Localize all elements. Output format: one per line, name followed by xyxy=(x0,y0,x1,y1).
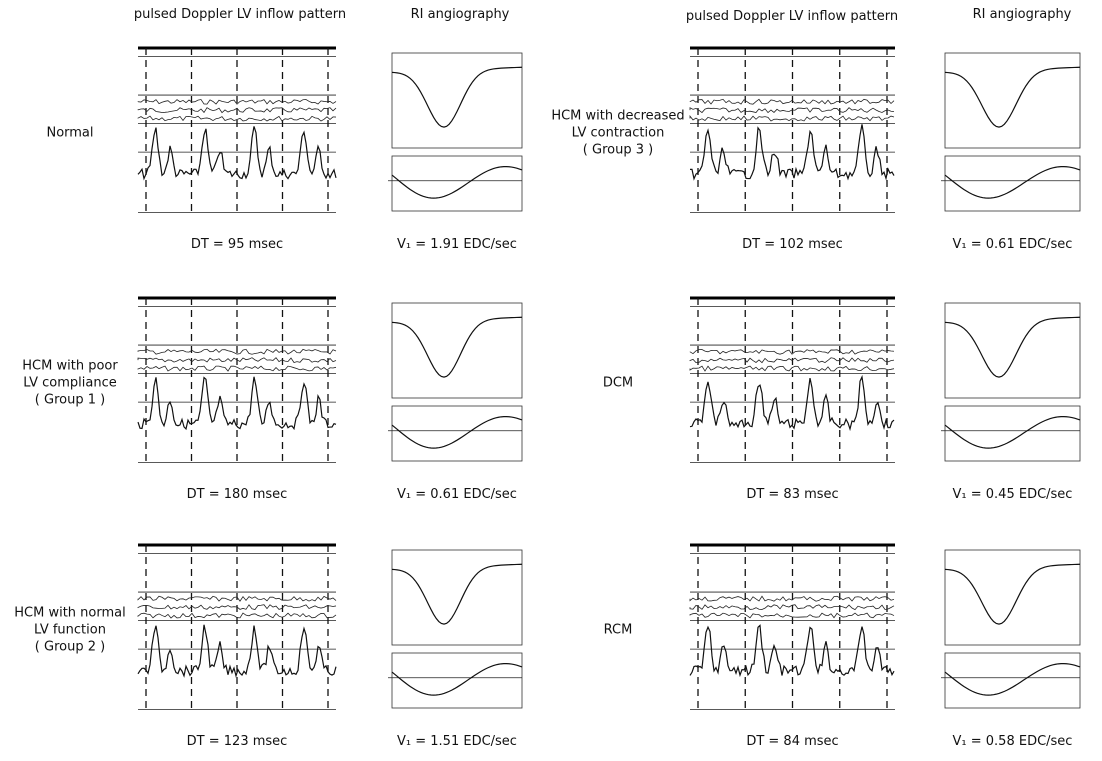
panel-label: LV contraction xyxy=(572,126,665,141)
v1-label: V₁ = 0.61 EDC/sec xyxy=(953,237,1073,252)
column-header: pulsed Doppler LV inflow pattern xyxy=(686,9,898,24)
dt-label: DT = 180 msec xyxy=(187,487,288,502)
volume-curve xyxy=(391,66,523,128)
column-header: pulsed Doppler LV inflow pattern xyxy=(134,7,346,22)
echo-band xyxy=(689,365,895,372)
column-header: RI angiography xyxy=(411,7,510,22)
panel-label: ( Group 2 ) xyxy=(35,640,105,655)
echo-band xyxy=(689,595,895,602)
echo-band xyxy=(689,98,895,105)
rate-curve xyxy=(391,662,523,696)
v1-label: V₁ = 0.45 EDC/sec xyxy=(953,487,1073,502)
volume-plot-frame xyxy=(391,302,523,399)
panel-label: LV compliance xyxy=(23,376,116,391)
echo-band xyxy=(689,114,895,122)
panel-label: Normal xyxy=(46,126,93,141)
rate-plot-frame xyxy=(391,652,523,709)
rate-plot-frame xyxy=(391,405,523,462)
panel-label: HCM with decreased xyxy=(551,109,684,124)
volume-plot-frame xyxy=(391,549,523,646)
echo-band xyxy=(689,604,895,611)
echo-band xyxy=(137,595,337,602)
echo-band xyxy=(689,107,895,114)
panel-label: DCM xyxy=(603,376,633,391)
rate-curve xyxy=(944,165,1081,199)
volume-plot-frame xyxy=(944,52,1081,149)
echo-band xyxy=(137,604,337,610)
volume-curve xyxy=(391,563,523,625)
doppler-waveform xyxy=(689,124,895,181)
echo-band xyxy=(689,612,895,619)
v1-label: V₁ = 0.61 EDC/sec xyxy=(397,487,517,502)
column-header: RI angiography xyxy=(973,7,1072,22)
dt-label: DT = 83 msec xyxy=(746,487,838,502)
volume-curve xyxy=(944,316,1081,378)
volume-plot-frame xyxy=(391,52,523,149)
v1-label: V₁ = 0.58 EDC/sec xyxy=(953,734,1073,749)
doppler-waveform xyxy=(137,624,337,678)
echo-band xyxy=(137,107,337,114)
panel-label: HCM with poor xyxy=(22,359,118,374)
dt-label: DT = 123 msec xyxy=(187,734,288,749)
v1-label: V₁ = 1.51 EDC/sec xyxy=(397,734,517,749)
panel-label: ( Group 3 ) xyxy=(583,143,653,158)
echo-band xyxy=(137,357,337,363)
rate-curve xyxy=(391,165,523,199)
dt-label: DT = 84 msec xyxy=(746,734,838,749)
echo-band xyxy=(689,349,895,355)
doppler-waveform xyxy=(689,624,895,678)
rate-plot-frame xyxy=(944,652,1081,709)
doppler-waveform xyxy=(137,126,337,181)
rate-plot-frame xyxy=(944,405,1081,462)
dt-label: DT = 102 msec xyxy=(742,237,843,252)
dt-label: DT = 95 msec xyxy=(191,237,283,252)
volume-curve xyxy=(944,66,1081,128)
echo-band xyxy=(137,99,337,105)
echo-band xyxy=(689,357,895,364)
echo-band xyxy=(137,612,337,619)
doppler-waveform xyxy=(689,374,895,432)
panel-label: LV function xyxy=(34,623,106,638)
panel-label: ( Group 1 ) xyxy=(35,393,105,408)
rate-plot-frame xyxy=(944,155,1081,212)
panel-label: RCM xyxy=(604,623,633,638)
doppler-waveform xyxy=(137,376,337,431)
echo-band xyxy=(137,115,337,122)
rate-plot-frame xyxy=(391,155,523,212)
volume-plot-frame xyxy=(944,302,1081,399)
volume-curve xyxy=(391,316,523,378)
panel-label: HCM with normal xyxy=(14,606,125,621)
echo-band xyxy=(137,348,337,355)
rate-curve xyxy=(391,415,523,449)
rate-curve xyxy=(944,415,1081,449)
echo-band xyxy=(137,365,337,372)
volume-curve xyxy=(944,563,1081,625)
volume-plot-frame xyxy=(944,549,1081,646)
v1-label: V₁ = 1.91 EDC/sec xyxy=(397,237,517,252)
rate-curve xyxy=(944,662,1081,696)
